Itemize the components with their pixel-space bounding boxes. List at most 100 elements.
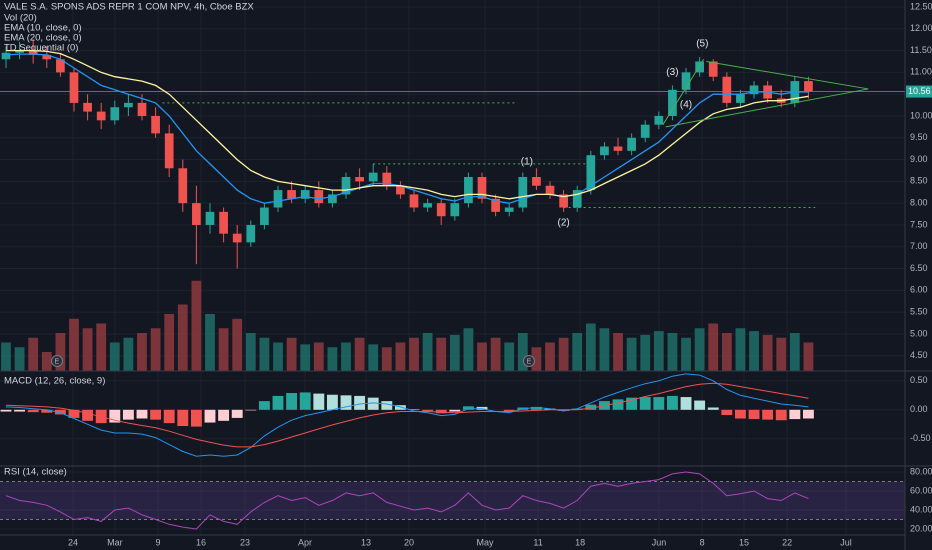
y-tick-label: 10.00 (910, 110, 932, 120)
candle-body (396, 185, 405, 195)
trend-line (706, 60, 869, 90)
macd-histogram-bar (299, 392, 311, 410)
macd-histogram-bar (775, 409, 787, 421)
volume-bar (545, 342, 555, 371)
volume-bar (477, 342, 487, 371)
candle-body (572, 190, 582, 208)
x-tick-label: 11 (533, 537, 542, 547)
macd-histogram-bar (802, 409, 814, 419)
x-tick-label: Apr (298, 537, 312, 547)
y-tick-label: 60.00 (910, 485, 932, 495)
x-tick-label: 22 (782, 537, 792, 547)
candle-body (613, 146, 623, 151)
y-tick-label: 0.50 (910, 375, 928, 385)
volume-bar (191, 280, 202, 371)
macd-histogram-bar (272, 395, 284, 410)
volume-bar (109, 342, 120, 371)
candle-body (464, 176, 473, 204)
rsi-line (5, 471, 809, 530)
macd-histogram-bar (367, 397, 379, 410)
y-tick-label: 5.00 (910, 328, 928, 338)
volume-bar (327, 347, 338, 371)
macd-histogram-bar (503, 409, 515, 411)
candle-body (654, 115, 664, 125)
y-tick-label: 12.50 (910, 1, 932, 11)
macd-histogram-bar (14, 409, 26, 412)
wave-label: (5) (696, 39, 708, 50)
volume-bar (341, 342, 351, 371)
candle-body (246, 224, 256, 243)
last-price-box (906, 85, 932, 98)
volume-bar (218, 328, 229, 371)
x-tick-label: 20 (404, 537, 414, 547)
volume-bar (490, 337, 501, 371)
macd-histogram-bar (0, 409, 12, 412)
macd-histogram-bar (326, 394, 338, 410)
macd-histogram-bar (449, 409, 461, 412)
volume-bar (259, 337, 270, 371)
volume-bar (572, 333, 583, 371)
candle-body (749, 85, 759, 95)
wave-label: (2) (558, 217, 570, 228)
candle-body (736, 94, 745, 103)
macd-histogram-bar (109, 409, 121, 423)
macd-histogram-bar (286, 393, 298, 410)
legend-item: Vol (20) (4, 13, 37, 24)
candle-body (423, 203, 432, 208)
earnings-marker (522, 355, 535, 367)
candle-body (409, 194, 419, 208)
x-tick-label: May (476, 537, 494, 547)
x-tick-label: 23 (240, 537, 250, 547)
macd-histogram-bar (680, 397, 692, 410)
signal-line (5, 382, 809, 448)
macd-histogram-bar (530, 406, 542, 410)
volume-bar (667, 333, 678, 371)
volume-bar (762, 334, 773, 371)
candle-body (640, 124, 650, 138)
trend-line (662, 59, 705, 125)
pane-title: MACD (12, 26, close, 9) (4, 376, 105, 387)
candle-body (273, 190, 283, 208)
wave-label: (1) (521, 156, 533, 167)
pane-title: RSI (14, close) (4, 467, 67, 478)
macd-histogram-bar (122, 409, 134, 420)
volume-bar (286, 337, 297, 371)
volume-bar (381, 347, 392, 371)
y-tick-label: 0.00 (910, 404, 928, 414)
macd-histogram-bar (68, 409, 80, 418)
y-tick-label: 12.00 (910, 23, 932, 33)
volume-bar (164, 314, 175, 371)
y-tick-label: 11.50 (910, 45, 932, 55)
candle-body (83, 102, 92, 112)
macd-histogram-bar (544, 408, 556, 410)
macd-histogram-bar (422, 409, 434, 411)
candle-body (328, 194, 337, 204)
x-tick-label: Jun (652, 537, 667, 547)
y-tick-label: 4.50 (910, 350, 928, 360)
wave-label: (4) (680, 100, 692, 111)
volume-bar (55, 333, 66, 371)
x-tick-label: 13 (361, 537, 371, 547)
volume-bar (599, 328, 610, 371)
volume-bar (123, 337, 134, 371)
candle-body (1, 52, 11, 60)
volume-bar (789, 333, 800, 371)
volume-bar (436, 337, 447, 371)
macd-histogram-bar (313, 393, 325, 410)
candle-body (164, 133, 174, 169)
volume-bar (721, 333, 732, 371)
candle-body (28, 50, 38, 55)
volume-bar (613, 333, 623, 371)
volume-bar (300, 344, 311, 371)
last-price-label: 10.56 (908, 86, 931, 96)
plot (0, 39, 905, 530)
macd-line (5, 373, 809, 457)
ema-line (5, 53, 809, 204)
labels: VALE S.A. SPONS ADS REPR 1 COM NPV, 4h, … (4, 1, 932, 547)
macd-histogram-bar (721, 409, 733, 416)
volume-bar (137, 333, 147, 371)
volume-bar (245, 333, 256, 371)
candle-body (205, 211, 215, 225)
candle-body (192, 203, 201, 225)
